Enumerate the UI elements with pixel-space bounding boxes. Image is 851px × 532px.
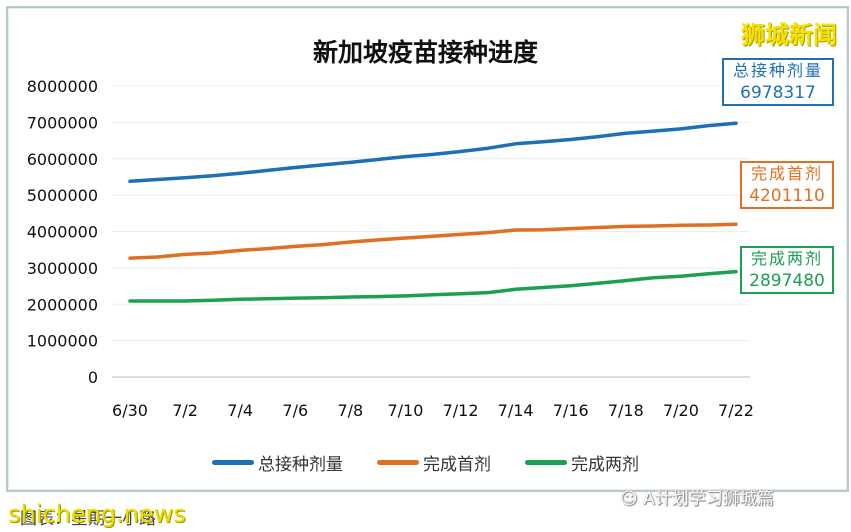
legend-swatch <box>525 460 567 465</box>
y-tick-label: 7000000 <box>27 113 98 132</box>
x-tick-label: 7/22 <box>718 401 754 420</box>
legend-item-first-dose: 完成首剂 <box>377 450 491 475</box>
series-line <box>128 222 738 260</box>
callout-value: 6978317 <box>740 83 816 103</box>
chart-frame <box>6 6 849 492</box>
y-tick-label: 8000000 <box>27 77 98 96</box>
x-tick-label: 7/4 <box>227 401 253 420</box>
legend-label: 完成两剂 <box>571 455 639 475</box>
wechat-icon: ☺ <box>620 489 644 509</box>
x-tick-label: 7/20 <box>663 401 699 420</box>
callout-label: 总接种剂量 <box>732 61 823 80</box>
callout-value: 2897480 <box>749 271 825 291</box>
chart-title: 新加坡疫苗接种进度 <box>312 38 538 67</box>
legend-item-two-doses: 完成两剂 <box>525 450 639 475</box>
x-tick-label: 7/14 <box>498 401 534 420</box>
y-tick-label: 5000000 <box>27 186 98 205</box>
legend-label: 总接种剂量 <box>258 455 343 475</box>
callout-first-dose: 完成首剂 4201110 <box>740 161 834 209</box>
x-tick-label: 7/6 <box>282 401 308 420</box>
legend-swatch <box>377 460 419 465</box>
chart-credit-caption: 图表：星期一小路 <box>20 509 156 529</box>
callout-total-doses: 总接种剂量 6978317 <box>722 58 834 106</box>
site-watermark: shicheng.news <box>8 500 186 528</box>
callout-two-doses: 完成两剂 2897480 <box>740 246 834 294</box>
callout-value: 4201110 <box>749 186 825 206</box>
callout-label: 完成首剂 <box>750 164 823 183</box>
y-tick-label: 4000000 <box>27 223 98 242</box>
legend-item-total: 总接种剂量 <box>212 450 343 475</box>
x-tick-label: 7/2 <box>172 401 198 420</box>
y-tick-label: 1000000 <box>27 332 98 351</box>
x-tick-label: 7/12 <box>443 401 479 420</box>
y-tick-label: 3000000 <box>27 259 98 278</box>
callout-label: 完成两剂 <box>750 249 823 268</box>
x-tick-label: 7/8 <box>337 401 363 420</box>
y-tick-label: 6000000 <box>27 150 98 169</box>
y-tick-label: 0 <box>88 368 98 387</box>
legend-label: 完成首剂 <box>423 455 491 475</box>
brand-watermark: 狮城新闻 <box>741 21 837 49</box>
x-tick-label: 7/18 <box>608 401 644 420</box>
series-line <box>128 269 738 303</box>
x-tick-label: 7/10 <box>387 401 423 420</box>
series-line <box>128 121 738 184</box>
x-tick-label: 7/16 <box>553 401 589 420</box>
wechat-watermark: ☺ A计划学习狮城篇 <box>620 489 774 509</box>
chart-legend: 总接种剂量 完成首剂 完成两剂 <box>0 450 851 475</box>
y-tick-label: 2000000 <box>27 295 98 314</box>
x-tick-label: 6/30 <box>112 401 148 420</box>
legend-swatch <box>212 460 254 465</box>
